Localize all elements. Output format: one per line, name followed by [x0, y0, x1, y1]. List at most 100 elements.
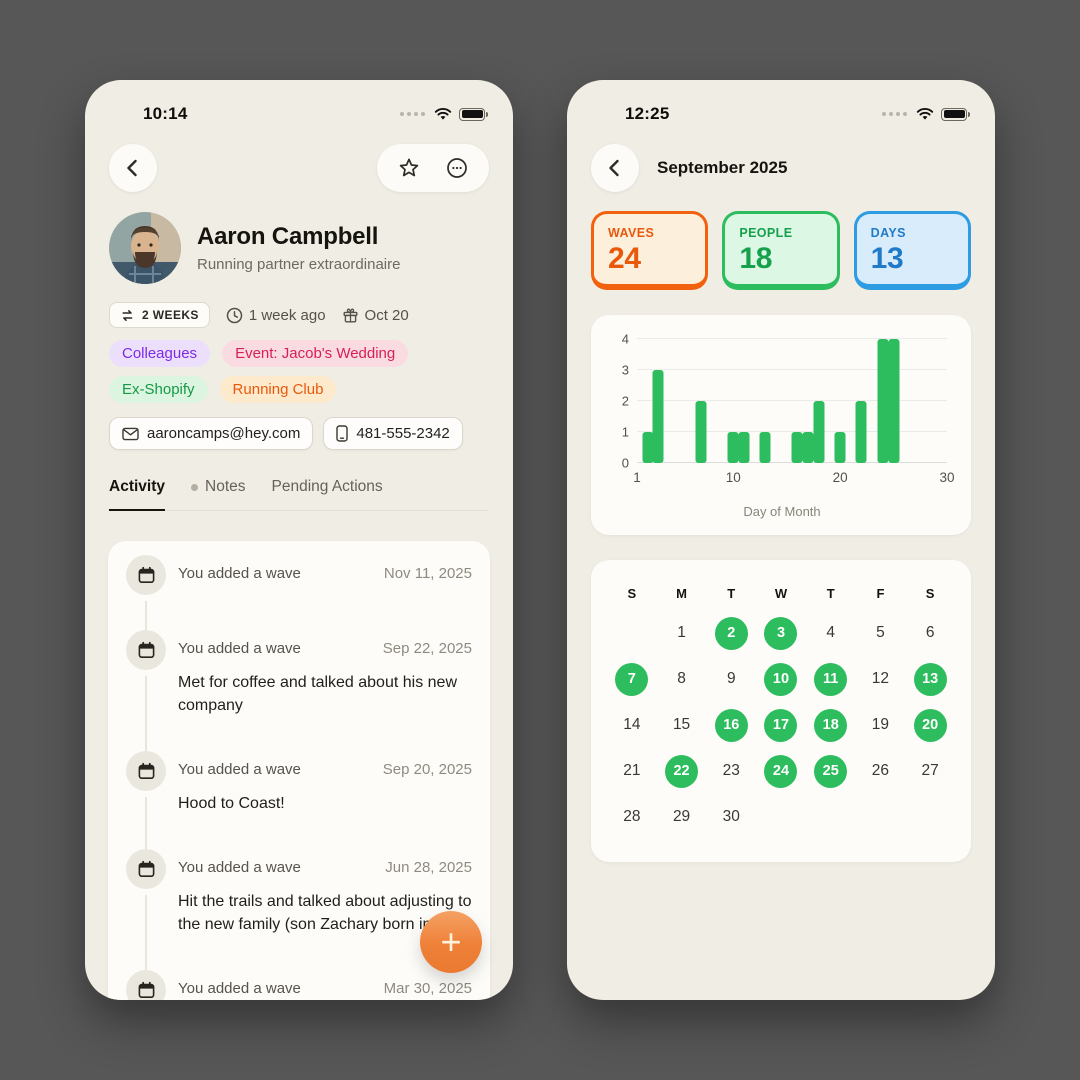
calendar-day[interactable]: 13 [905, 656, 955, 702]
nav-row [109, 144, 489, 192]
calendar-day[interactable]: 10 [756, 656, 806, 702]
stat-cards: WAVES 24 PEOPLE 18 DAYS 13 [591, 211, 971, 290]
actions-pill [377, 144, 489, 192]
chart-bar [642, 432, 654, 463]
tab-pending-actions[interactable]: Pending Actions [272, 478, 383, 511]
back-button[interactable] [109, 144, 157, 192]
calendar-day-number: 19 [871, 716, 890, 733]
tab-activity[interactable]: Activity [109, 478, 165, 511]
stat-label: DAYS [870, 226, 906, 240]
timeline-entry: You added a wave Sep 22, 2025 Met for coff… [126, 630, 472, 755]
calendar-day[interactable]: 5 [856, 610, 906, 656]
calendar-day-number: 13 [913, 662, 947, 696]
timeline-entry-title: You added a wave [178, 640, 301, 657]
calendar-day[interactable]: 20 [905, 702, 955, 748]
contact-subtitle: Running partner extraordinaire [197, 256, 401, 273]
tab-notes[interactable]: Notes [191, 478, 246, 511]
add-button[interactable]: + [420, 911, 482, 973]
status-bar: 10:14 [85, 80, 513, 124]
calendar-day-number: 10 [764, 662, 798, 696]
calendar-day-number: 2 [714, 616, 748, 650]
stat-card-people[interactable]: PEOPLE 18 [722, 211, 840, 290]
tag-pill[interactable]: Ex-Shopify [109, 376, 208, 403]
stat-card-waves[interactable]: WAVES 24 [591, 211, 709, 290]
calendar-card: S M T W T F S 1 2 3 4 5 6 7 8 9 10 11 12 13 14 15 16 17 18 19 20 21… [591, 560, 971, 862]
timeline-entry-date: Nov 11, 2025 [383, 565, 472, 582]
calendar-day[interactable]: 1 [657, 610, 707, 656]
calendar-day-number: 23 [722, 762, 740, 779]
timeline-entry-header: You added a wave Sep 22, 2025 [178, 640, 472, 657]
calendar-day[interactable]: 6 [905, 610, 955, 656]
calendar-day[interactable]: 25 [806, 748, 856, 794]
timeline-entry: You added a wave Mar 30, 2025 [126, 970, 472, 1000]
calendar-day[interactable]: 3 [756, 610, 806, 656]
calendar-day[interactable]: 27 [905, 748, 955, 794]
chevron-left-icon [604, 157, 626, 179]
timeline-entry-note: Hood to Coast! [178, 795, 285, 812]
tag-pill[interactable]: Running Club [219, 376, 337, 403]
contact-name: Aaron Campbell [197, 223, 379, 250]
calendar-day[interactable]: 12 [856, 656, 906, 702]
weekday-header: T [727, 585, 736, 601]
timeline-entry-title: You added a wave [178, 980, 301, 997]
calendar-day[interactable]: 23 [706, 748, 756, 794]
calendar-day[interactable]: 8 [657, 656, 707, 702]
calendar-day-number: 7 [615, 662, 649, 696]
timeline-entry-date: Mar 30, 2025 [383, 980, 472, 997]
calendar-day[interactable]: 11 [806, 656, 856, 702]
calendar-day[interactable]: 2 [706, 610, 756, 656]
cadence-chip[interactable]: 2 WEEKS [109, 302, 210, 328]
calendar-day-number: 24 [764, 754, 798, 788]
back-button[interactable] [591, 144, 639, 192]
calendar-icon [126, 630, 166, 670]
calendar-day[interactable]: 16 [706, 702, 756, 748]
star-icon [397, 156, 421, 180]
timeline-entry-header: You added a wave Nov 11, 2025 [178, 565, 472, 582]
calendar-day[interactable]: 19 [856, 702, 906, 748]
stat-card-days[interactable]: DAYS 13 [853, 211, 971, 290]
calendar-icon [126, 751, 166, 791]
contact-chip[interactable]: aaroncamps@hey.com [109, 417, 314, 450]
calendar-day[interactable]: 18 [806, 702, 856, 748]
y-tick-label: 3 [621, 362, 629, 378]
tag-pill[interactable]: Colleagues [109, 340, 211, 367]
calendar-day-number: 22 [665, 754, 699, 788]
calendar-day[interactable]: 17 [756, 702, 806, 748]
calendar-icon [126, 555, 166, 595]
calendar-day[interactable]: 22 [657, 748, 707, 794]
timeline-entry-note: Hit the trails and talked about adjustin… [178, 893, 472, 933]
calendar-day[interactable]: 14 [607, 702, 657, 748]
weekday-header: S [925, 585, 935, 601]
calendar-day[interactable]: 28 [607, 794, 657, 840]
tab-label: Notes [205, 478, 246, 495]
calendar-day[interactable]: 7 [607, 656, 657, 702]
contact-chip[interactable]: 481-555-2342 [323, 417, 463, 450]
calendar-day-number: 14 [623, 716, 641, 733]
calendar-day[interactable]: 21 [607, 748, 657, 794]
calendar-day[interactable]: 9 [706, 656, 756, 702]
calendar-day[interactable]: 4 [806, 610, 856, 656]
gridline [637, 338, 947, 339]
calendar-day[interactable]: 24 [756, 748, 806, 794]
y-tick-label: 2 [621, 393, 629, 409]
status-icons [400, 107, 488, 121]
tag-pill[interactable]: Event: Jacob's Wedding [222, 340, 409, 367]
ellipsis-circle-icon [445, 156, 469, 180]
favorite-button[interactable] [385, 144, 433, 192]
calendar-day[interactable]: 29 [657, 794, 707, 840]
x-tick-label: 1 [633, 470, 641, 485]
chart-x-axis: 1 10 20 30 [633, 470, 954, 488]
cadence-label: 2 WEEKS [142, 308, 199, 322]
tag-list: Colleagues Event: Jacob's Wedding Ex-Shopi… [109, 340, 439, 403]
chart-bar [791, 432, 803, 463]
birthday: Oct 20 [342, 307, 409, 324]
calendar-day-number: 30 [722, 808, 740, 825]
calendar-day[interactable]: 26 [856, 748, 906, 794]
more-button[interactable] [433, 144, 481, 192]
calendar-day[interactable]: 15 [657, 702, 707, 748]
unread-dot-icon [191, 483, 198, 491]
stat-value: 24 [608, 242, 641, 275]
calendar-day[interactable]: 30 [706, 794, 756, 840]
x-tick-label: 10 [725, 470, 741, 485]
